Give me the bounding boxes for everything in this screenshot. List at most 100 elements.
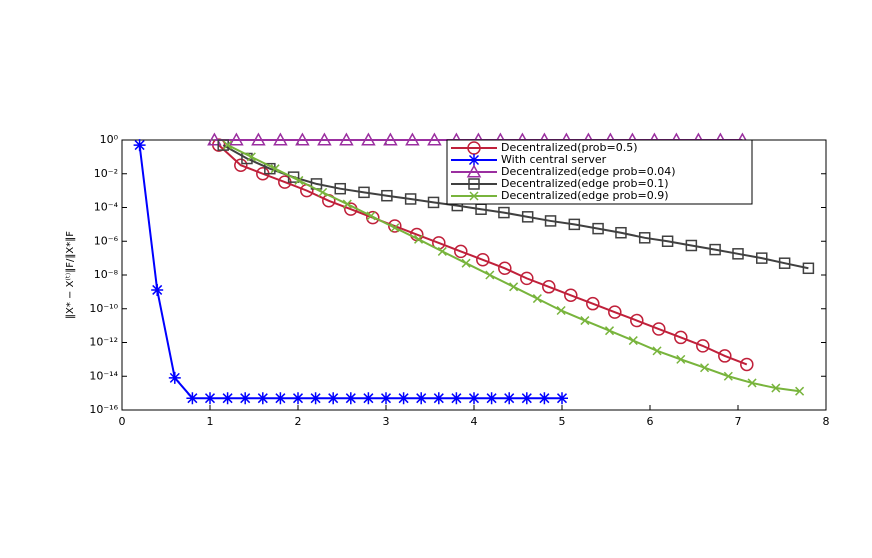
data-point: [544, 215, 557, 227]
x-tick-label: 0: [119, 415, 126, 428]
data-point: [778, 257, 791, 269]
data-point: [427, 132, 442, 146]
data-point: [327, 392, 340, 405]
data-point: [568, 218, 581, 231]
data-point: [538, 392, 551, 405]
data-point: [521, 211, 534, 223]
data-point: [638, 232, 651, 244]
data-point: [630, 313, 644, 328]
data-point: [390, 223, 400, 233]
data-point: [397, 392, 410, 405]
data-point: [747, 378, 757, 388]
x-tick-label: 2: [295, 415, 302, 428]
legend-box: [446, 139, 753, 205]
x-tick-label: 8: [823, 415, 830, 428]
data-point: [404, 193, 417, 205]
data-point: [133, 139, 146, 152]
data-point: [334, 182, 346, 195]
legend-label: Decentralized(edge prob=0.9): [501, 189, 669, 202]
data-point: [802, 262, 815, 275]
data-point: [381, 189, 393, 202]
data-point: [204, 392, 216, 405]
data-point: [652, 346, 662, 356]
data-point: [795, 386, 805, 396]
data-point: [556, 305, 566, 316]
legend-marker: [466, 164, 482, 178]
data-point: [246, 152, 256, 162]
legend-label: Decentralized(prob=0.5): [501, 141, 638, 154]
data-point: [580, 316, 590, 326]
x-tick-label: 1: [207, 415, 214, 428]
y-tick-label: 10⁻⁸: [94, 268, 119, 281]
y-tick-label: 10⁻¹⁶: [89, 403, 118, 416]
data-point: [294, 175, 304, 185]
legend-label: Decentralized(edge prob=0.04): [501, 165, 676, 178]
data-point: [485, 392, 498, 405]
data-point: [586, 296, 600, 311]
data-point: [318, 187, 328, 197]
data-point: [556, 392, 568, 405]
data-point: [207, 132, 222, 146]
data-point: [151, 283, 164, 296]
data-point: [685, 239, 698, 252]
x-tick-label: 4: [471, 415, 478, 428]
data-point: [608, 305, 622, 319]
y-tick-label: 10⁻⁴: [94, 201, 119, 214]
data-point: [503, 392, 516, 405]
data-point: [223, 140, 233, 150]
data-point: [427, 196, 440, 209]
data-point: [229, 132, 244, 146]
data-point: [317, 132, 332, 146]
data-point: [509, 282, 519, 292]
data-point: [485, 270, 495, 280]
data-point: [234, 158, 248, 172]
data-point: [468, 392, 480, 405]
legend-marker: [468, 154, 480, 166]
data-point: [674, 330, 688, 345]
data-point: [432, 392, 445, 405]
data-point: [454, 244, 468, 259]
data-point: [437, 246, 447, 256]
data-point: [221, 392, 234, 405]
data-point: [251, 132, 266, 146]
data-point: [339, 132, 354, 146]
data-point: [186, 392, 199, 405]
data-point: [361, 132, 376, 146]
x-tick-label: 7: [735, 415, 742, 428]
data-point: [388, 219, 402, 233]
data-point: [771, 383, 781, 393]
data-point: [168, 371, 181, 384]
data-point: [383, 132, 398, 146]
data-point: [309, 392, 322, 405]
data-point: [344, 392, 357, 405]
data-point: [342, 199, 352, 209]
y-tick-label: 10⁻¹²: [89, 336, 118, 349]
data-point: [287, 171, 300, 183]
legend-marker: [469, 191, 479, 201]
data-point: [520, 271, 534, 286]
data-point: [732, 248, 744, 260]
data-point: [405, 132, 420, 146]
data-point: [239, 392, 252, 405]
legend-label: With central server: [501, 153, 607, 166]
data-point: [628, 336, 638, 346]
y-tick-label: 10⁻⁶: [94, 234, 119, 247]
data-point: [696, 339, 710, 353]
data-point: [718, 349, 732, 363]
data-point: [615, 226, 627, 239]
data-point: [592, 222, 604, 235]
y-tick-label: 10⁻¹⁴: [89, 369, 118, 382]
y-tick-label: 10⁻²: [94, 167, 118, 180]
data-point: [661, 235, 674, 247]
data-point: [256, 392, 269, 405]
y-tick-label: 10⁻¹⁰: [89, 302, 118, 315]
data-point: [273, 132, 288, 146]
data-point: [542, 280, 556, 294]
data-point: [756, 252, 768, 264]
data-point: [450, 392, 463, 405]
data-point: [652, 322, 666, 336]
x-tick-label: 3: [383, 415, 390, 428]
